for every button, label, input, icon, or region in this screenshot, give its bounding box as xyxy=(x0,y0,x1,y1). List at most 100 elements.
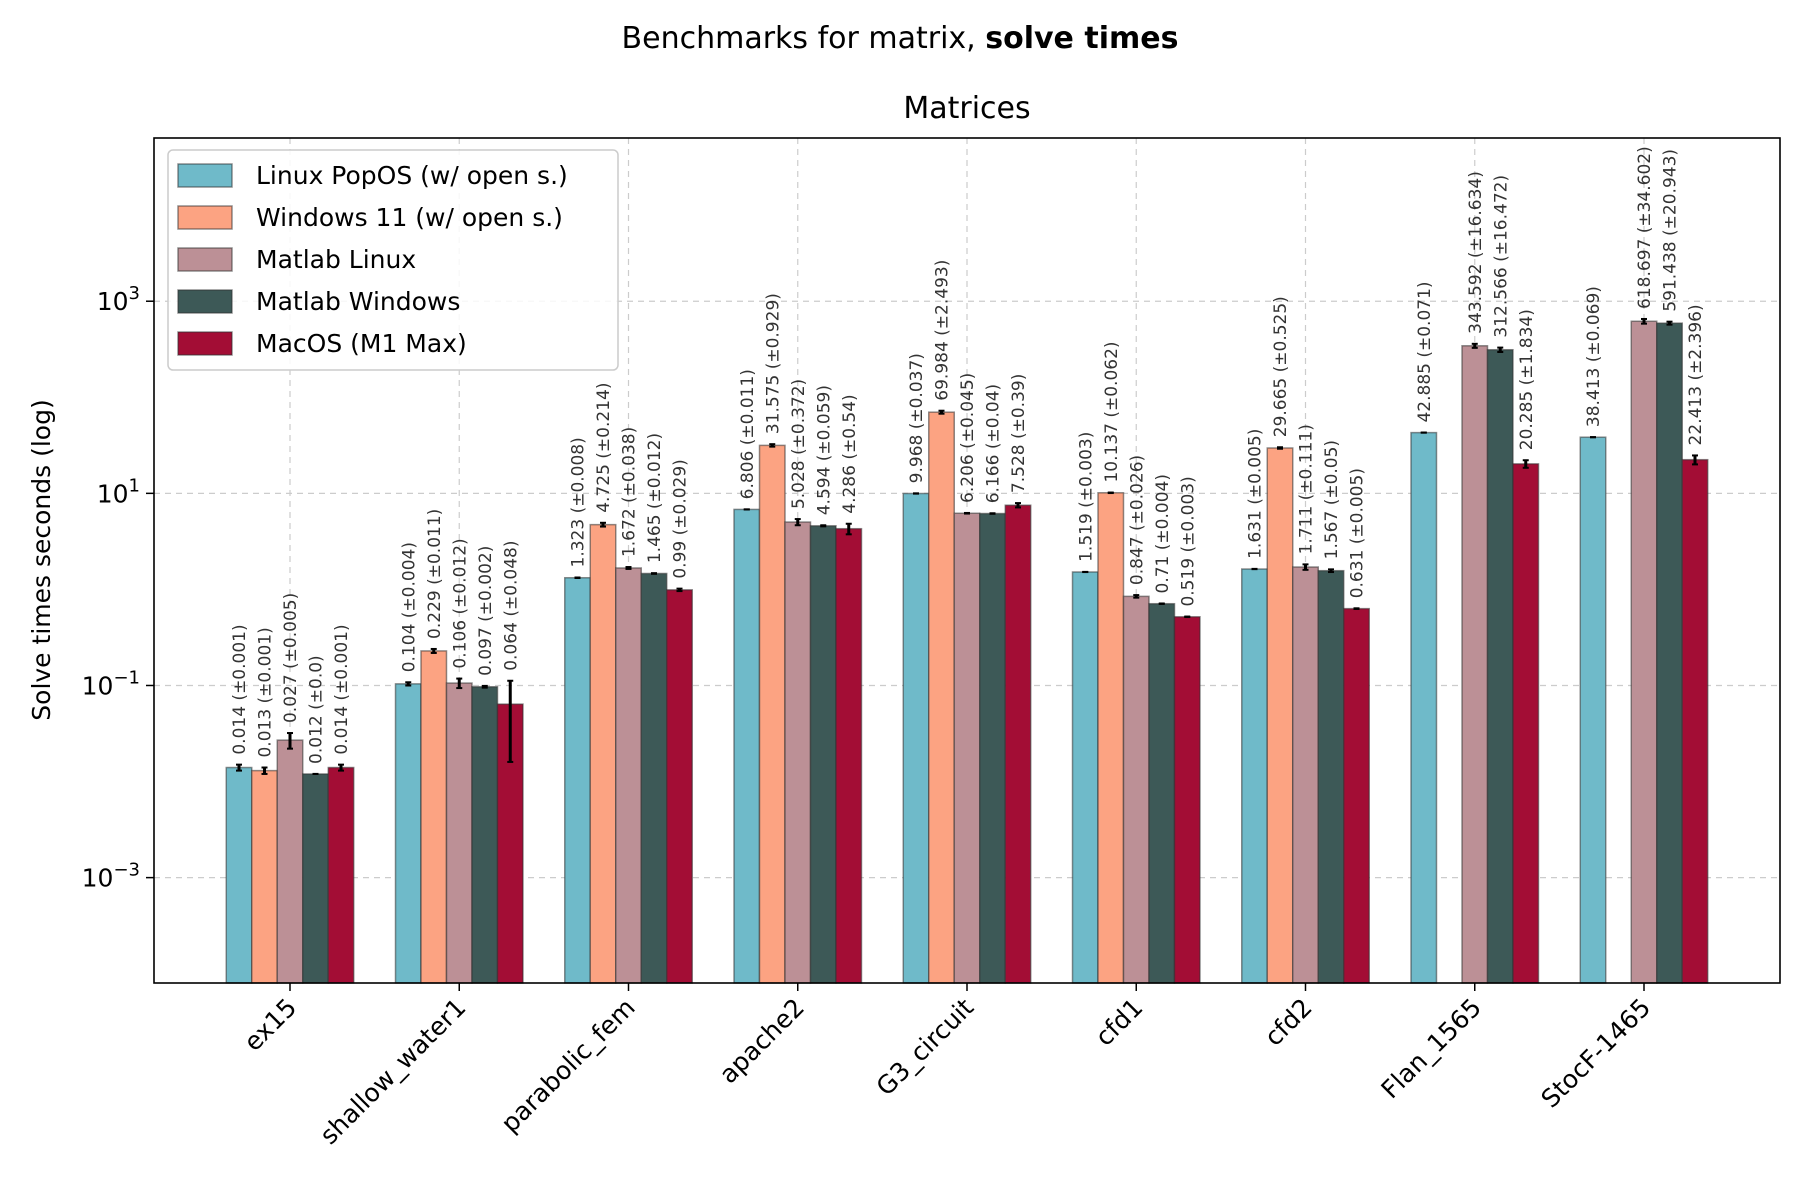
bars-layer xyxy=(225,320,1709,984)
legend-swatch xyxy=(177,205,233,230)
data-label: 1.711 (±0.111) xyxy=(1297,424,1317,554)
data-label: 0.097 (±0.002) xyxy=(476,546,496,676)
bar xyxy=(1004,504,1032,984)
data-label: 0.014 (±0.001) xyxy=(230,624,250,754)
legend-swatch xyxy=(177,331,233,356)
x-tick-label: parabolic_fem xyxy=(495,993,640,1138)
data-label: 0.014 (±0.001) xyxy=(332,624,352,754)
bar xyxy=(420,650,448,984)
bar xyxy=(1241,568,1268,984)
legend-label: MacOS (M1 Max) xyxy=(256,329,467,358)
bar xyxy=(1512,463,1540,984)
y-tick-base: 10 xyxy=(82,671,114,700)
y-axis-label: Solve times seconds (log) xyxy=(27,399,56,720)
x-tick-label: ex15 xyxy=(238,993,302,1057)
bar xyxy=(251,769,278,984)
bar xyxy=(1071,571,1099,984)
bar xyxy=(327,766,355,984)
legend-label: Linux PopOS (w/ open s.) xyxy=(256,161,568,190)
data-label: 0.631 (±0.005) xyxy=(1348,468,1368,598)
data-label: 0.104 (±0.004) xyxy=(399,542,419,672)
data-label: 6.166 (±0.04) xyxy=(984,384,1004,503)
bar xyxy=(835,527,863,984)
bar xyxy=(1410,431,1438,984)
bar xyxy=(666,589,693,984)
bar xyxy=(928,411,955,984)
data-label: 0.013 (±0.001) xyxy=(256,627,276,757)
data-label: 4.594 (±0.059) xyxy=(814,385,834,515)
bar xyxy=(1148,602,1176,984)
bar xyxy=(1097,492,1125,984)
bar xyxy=(1656,322,1683,984)
figure-suptitle: Benchmarks for matrix, solve times xyxy=(622,21,1179,56)
y-tick-exponent: 3 xyxy=(129,283,140,304)
data-label: 4.725 (±0.214) xyxy=(594,383,614,513)
bar xyxy=(1486,348,1514,984)
data-label: 0.519 (±0.003) xyxy=(1178,476,1198,606)
bar xyxy=(1173,616,1201,984)
bar xyxy=(1122,595,1150,984)
bar xyxy=(589,523,617,984)
legend-swatch xyxy=(177,289,233,314)
error-bars-layer xyxy=(236,317,1698,775)
y-tick-label: 10−3 xyxy=(82,860,140,893)
data-label: 6.206 (±0.045) xyxy=(958,373,978,503)
data-label: 38.413 (±0.069) xyxy=(1584,286,1604,427)
data-label: 5.028 (±0.372) xyxy=(789,379,809,509)
x-tick-label: Flan_1565 xyxy=(1376,993,1487,1104)
x-tick-label: G3_circuit xyxy=(871,993,980,1102)
y-tick-base: 10 xyxy=(82,864,114,893)
bar xyxy=(276,739,304,984)
bar xyxy=(1681,458,1709,984)
bar xyxy=(1461,345,1489,984)
data-label: 591.438 (±20.943) xyxy=(1661,149,1681,312)
data-label: 618.697 (±34.602) xyxy=(1635,146,1655,309)
x-tick-label: cfd2 xyxy=(1259,993,1318,1052)
bar xyxy=(902,492,930,984)
bar xyxy=(1266,447,1294,984)
legend-label: Matlab Windows xyxy=(256,287,460,316)
bar xyxy=(394,683,422,984)
bar xyxy=(953,512,981,984)
data-label: 343.592 (±16.634) xyxy=(1466,171,1486,334)
bar xyxy=(733,508,761,984)
y-tick-base: 10 xyxy=(97,479,129,508)
data-label: 1.465 (±0.012) xyxy=(645,433,665,563)
bar xyxy=(471,686,499,984)
bar xyxy=(979,512,1006,984)
x-tick-label: apache2 xyxy=(714,993,810,1089)
data-label: 0.064 (±0.048) xyxy=(501,541,521,671)
bar xyxy=(784,521,812,984)
data-label: 20.285 (±1.834) xyxy=(1517,309,1537,450)
data-label: 7.528 (±0.39) xyxy=(1009,374,1029,493)
suptitle-bold: solve times xyxy=(985,21,1178,56)
legend-label: Windows 11 (w/ open s.) xyxy=(256,203,563,232)
bar xyxy=(758,444,786,984)
bar xyxy=(1317,569,1345,984)
data-label: 1.567 (±0.05) xyxy=(1322,440,1342,559)
legend-label: Matlab Linux xyxy=(256,245,416,274)
data-label: 0.012 (±0.0) xyxy=(307,655,327,764)
data-labels-layer: 0.014 (±0.001) 0.104 (±0.004) 1.323 (±0.00… xyxy=(230,146,1706,764)
bar xyxy=(302,773,329,984)
data-label: 312.566 (±16.472) xyxy=(1491,175,1511,338)
legend: Linux PopOS (w/ open s.) Windows 11 (w/ o… xyxy=(167,149,619,371)
data-label: 0.99 (±0.029) xyxy=(671,459,691,578)
data-label: 9.968 (±0.037) xyxy=(907,353,927,483)
data-label: 10.137 (±0.062) xyxy=(1102,341,1122,482)
data-label: 42.885 (±0.071) xyxy=(1415,281,1435,422)
bar xyxy=(1579,436,1607,984)
data-label: 22.413 (±2.396) xyxy=(1686,304,1706,445)
y-tick-label: 103 xyxy=(97,283,140,316)
y-tick-label: 101 xyxy=(97,475,140,508)
y-tick-exponent: 1 xyxy=(129,475,140,496)
data-label: 0.106 (±0.012) xyxy=(450,538,470,668)
legend-swatch xyxy=(177,163,233,188)
bar xyxy=(225,766,253,984)
legend-swatch xyxy=(177,247,233,272)
suptitle-normal: Benchmarks for matrix, xyxy=(622,21,986,56)
data-label: 1.519 (±0.003) xyxy=(1076,432,1096,562)
data-label: 6.806 (±0.011) xyxy=(738,369,758,499)
data-label: 1.631 (±0.005) xyxy=(1246,429,1266,559)
